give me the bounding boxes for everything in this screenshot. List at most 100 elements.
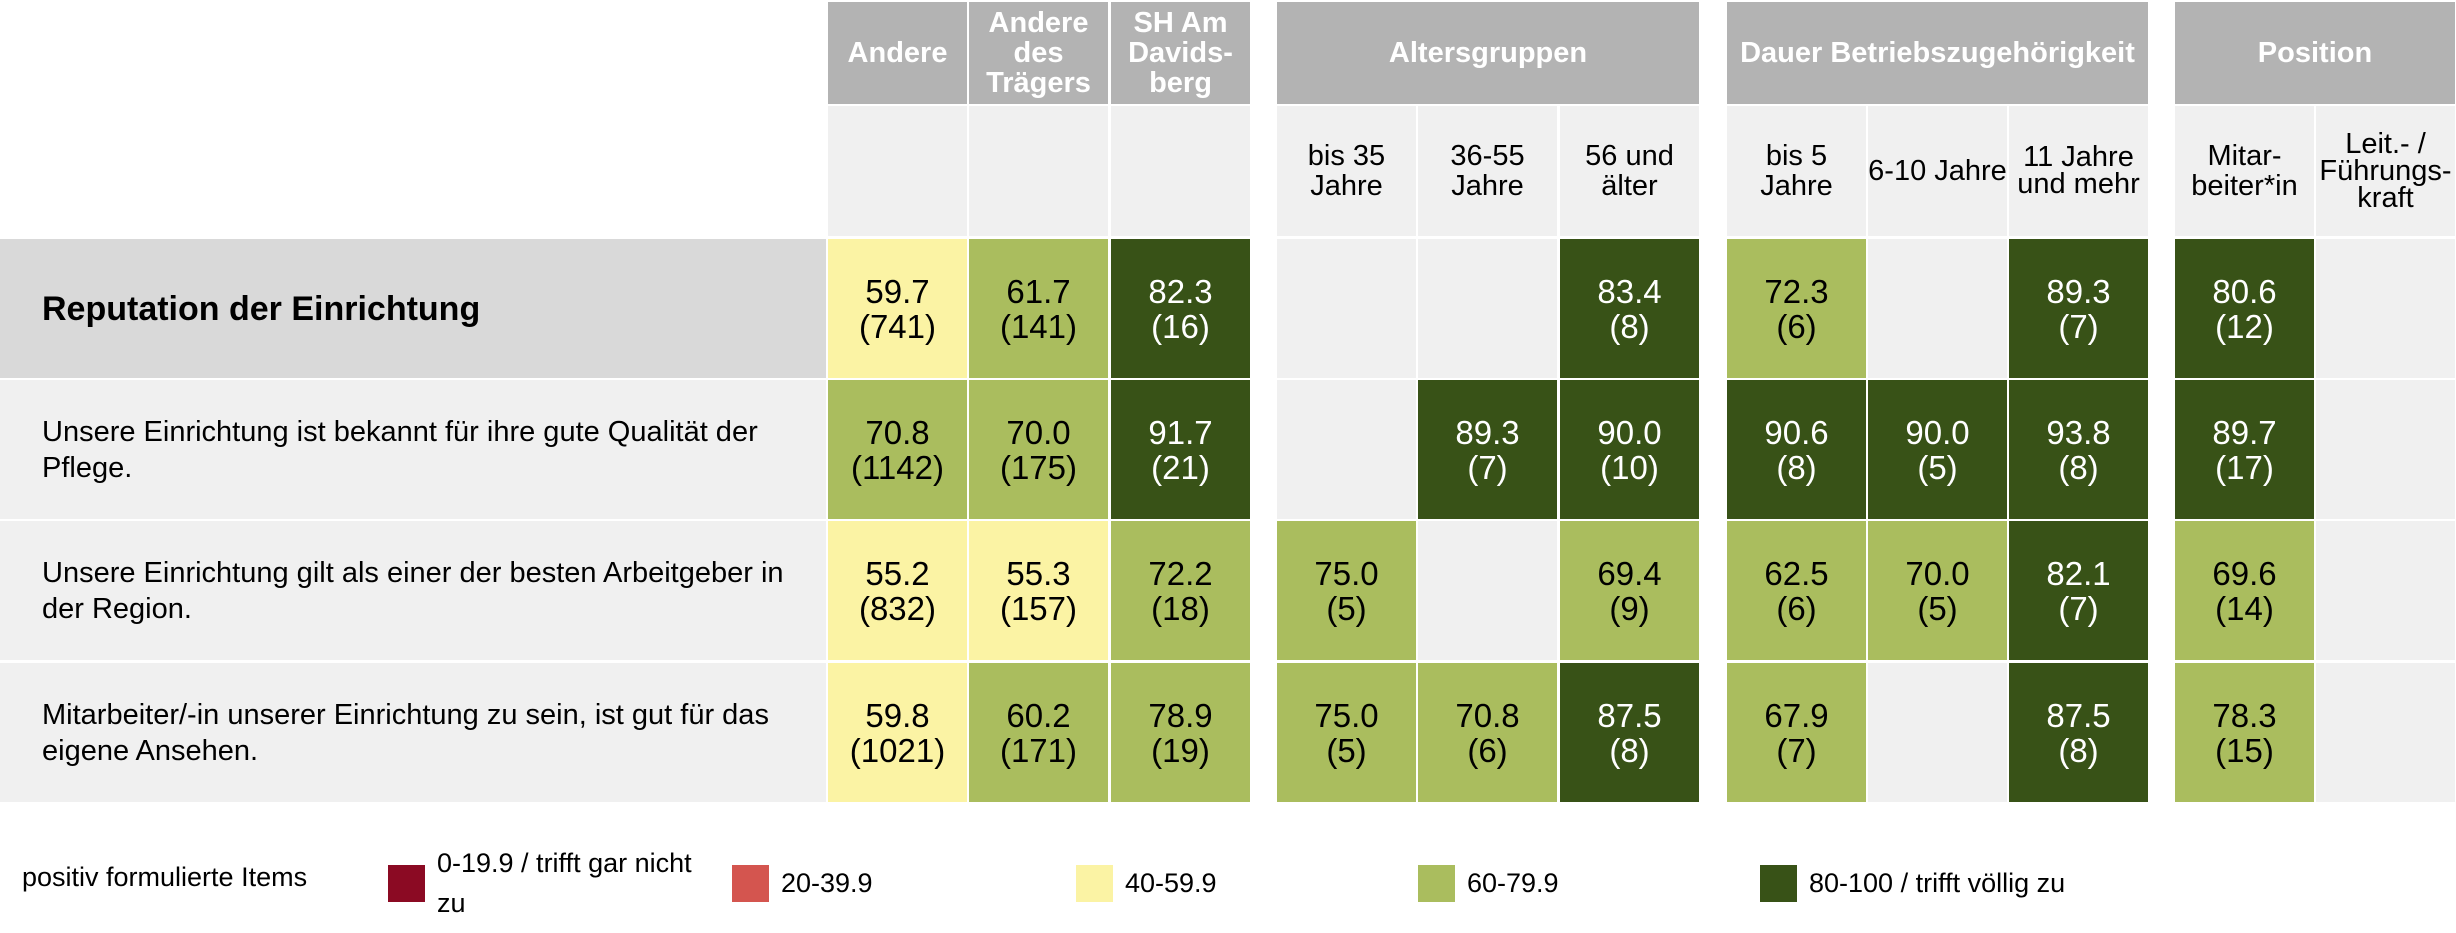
data-cell: 87.5 (8) xyxy=(2009,663,2148,802)
data-cell: 80.6 (12) xyxy=(2175,239,2314,378)
cell-value: 87.5 xyxy=(1597,696,1662,734)
empty-cell xyxy=(2316,521,2455,660)
cell-count: (157) xyxy=(999,589,1078,627)
cell-count: (6) xyxy=(1776,307,1817,345)
empty-cell xyxy=(2316,239,2455,378)
cell-count: (5) xyxy=(1917,589,1958,627)
data-cell: 55.3 (157) xyxy=(969,521,1108,660)
cell-count: (15) xyxy=(2215,731,2274,769)
cell-count: (1021) xyxy=(849,731,946,769)
empty-cell xyxy=(2316,380,2455,519)
column-subheader: Leit.- / Führungs- kraft xyxy=(2316,106,2455,236)
cell-count: (7) xyxy=(2058,307,2099,345)
cell-value: 70.8 xyxy=(1455,696,1520,734)
data-cell: 91.7 (21) xyxy=(1111,380,1250,519)
cell-value: 87.5 xyxy=(2046,696,2111,734)
data-cell: 72.2 (18) xyxy=(1111,521,1250,660)
empty-cell xyxy=(1868,239,2007,378)
cell-count: (8) xyxy=(1776,448,1817,486)
data-cell: 70.0 (5) xyxy=(1868,521,2007,660)
cell-value: 59.8 xyxy=(865,696,930,734)
column-subheader: 56 und älter xyxy=(1560,106,1699,236)
cell-count: (16) xyxy=(1151,307,1210,345)
cell-value: 70.0 xyxy=(1905,554,1970,592)
legend-item: 20-39.9 xyxy=(732,843,1051,923)
cell-count: (8) xyxy=(2058,731,2099,769)
cell-value: 90.0 xyxy=(1905,413,1970,451)
cell-value: 82.3 xyxy=(1148,272,1213,310)
data-cell: 78.3 (15) xyxy=(2175,663,2314,802)
cell-value: 59.7 xyxy=(865,272,930,310)
data-cell: 87.5 (8) xyxy=(1560,663,1699,802)
column-subheader: 6-10 Jahre xyxy=(1868,106,2007,236)
cell-count: (1142) xyxy=(851,448,944,486)
data-cell: 70.8 (6) xyxy=(1418,663,1557,802)
empty-cell xyxy=(2316,663,2455,802)
cell-count: (10) xyxy=(1600,448,1659,486)
data-cell: 93.8 (8) xyxy=(2009,380,2148,519)
empty-cell xyxy=(1868,663,2007,802)
legend-item: 0-19.9 / trifft gar nicht zu xyxy=(388,843,707,923)
cell-count: (7) xyxy=(1776,731,1817,769)
legend-label: 0-19.9 / trifft gar nicht zu xyxy=(437,848,692,918)
data-cell: 62.5 (6) xyxy=(1727,521,1866,660)
cell-value: 83.4 xyxy=(1597,272,1662,310)
cell-value: 90.0 xyxy=(1597,413,1662,451)
legend-swatch xyxy=(732,864,769,902)
cell-value: 69.6 xyxy=(2212,554,2277,592)
row-label: Mitarbeiter/-in unserer Einrichtung zu s… xyxy=(0,663,826,802)
empty-cell xyxy=(1418,521,1557,660)
cell-value: 93.8 xyxy=(2046,413,2111,451)
cell-count: (19) xyxy=(1151,731,1210,769)
column-subheader: 36-55 Jahre xyxy=(1418,106,1557,236)
legend-swatch xyxy=(1760,864,1797,902)
cell-value: 90.6 xyxy=(1764,413,1829,451)
cell-count: (8) xyxy=(1609,307,1650,345)
cell-count: (832) xyxy=(858,589,937,627)
cell-value: 78.9 xyxy=(1148,696,1213,734)
cell-value: 72.2 xyxy=(1148,554,1213,592)
cell-value: 80.6 xyxy=(2212,272,2277,310)
cell-value: 75.0 xyxy=(1314,554,1379,592)
data-cell: 67.9 (7) xyxy=(1727,663,1866,802)
data-cell: 69.6 (14) xyxy=(2175,521,2314,660)
cell-count: (21) xyxy=(1151,448,1210,486)
cell-count: (8) xyxy=(2058,448,2099,486)
row-label: Unsere Einrichtung gilt als einer der be… xyxy=(0,521,826,660)
cell-count: (14) xyxy=(2215,589,2274,627)
cell-value: 75.0 xyxy=(1314,696,1379,734)
empty-cell xyxy=(1418,239,1557,378)
cell-value: 89.3 xyxy=(1455,413,1520,451)
data-cell: 82.3 (16) xyxy=(1111,239,1250,378)
data-cell: 69.4 (9) xyxy=(1560,521,1699,660)
cell-value: 72.3 xyxy=(1764,272,1829,310)
data-cell: 89.3 (7) xyxy=(2009,239,2148,378)
cell-count: (7) xyxy=(2058,589,2099,627)
legend-title: positiv formulierte Items xyxy=(22,862,308,892)
data-cell: 70.0 (175) xyxy=(969,380,1108,519)
cell-count: (5) xyxy=(1326,731,1367,769)
data-cell: 89.7 (17) xyxy=(2175,380,2314,519)
legend-swatch xyxy=(1418,864,1455,902)
column-group-header: Altersgruppen xyxy=(1277,2,1699,104)
cell-value: 70.8 xyxy=(865,413,930,451)
cell-value: 70.0 xyxy=(1006,413,1071,451)
data-cell: 89.3 (7) xyxy=(1418,380,1557,519)
legend-label: 80-100 / trifft völlig zu xyxy=(1809,868,2066,898)
cell-value: 89.3 xyxy=(2046,272,2111,310)
data-cell: 83.4 (8) xyxy=(1560,239,1699,378)
cell-value: 78.3 xyxy=(2212,696,2277,734)
column-subheader xyxy=(828,106,967,236)
column-group-header: Andere des Trägers xyxy=(969,2,1108,104)
column-group-header: SH Am Davids- berg xyxy=(1111,2,1250,104)
column-group-header: Andere xyxy=(828,2,967,104)
cell-count: (6) xyxy=(1467,731,1508,769)
data-cell: 72.3 (6) xyxy=(1727,239,1866,378)
cell-count: (9) xyxy=(1609,589,1650,627)
data-cell: 75.0 (5) xyxy=(1277,663,1416,802)
data-cell: 55.2 (832) xyxy=(828,521,967,660)
column-group-header: Position xyxy=(2175,2,2455,104)
column-subheader: bis 35 Jahre xyxy=(1277,106,1416,236)
column-subheader: Mitar- beiter*in xyxy=(2175,106,2314,236)
